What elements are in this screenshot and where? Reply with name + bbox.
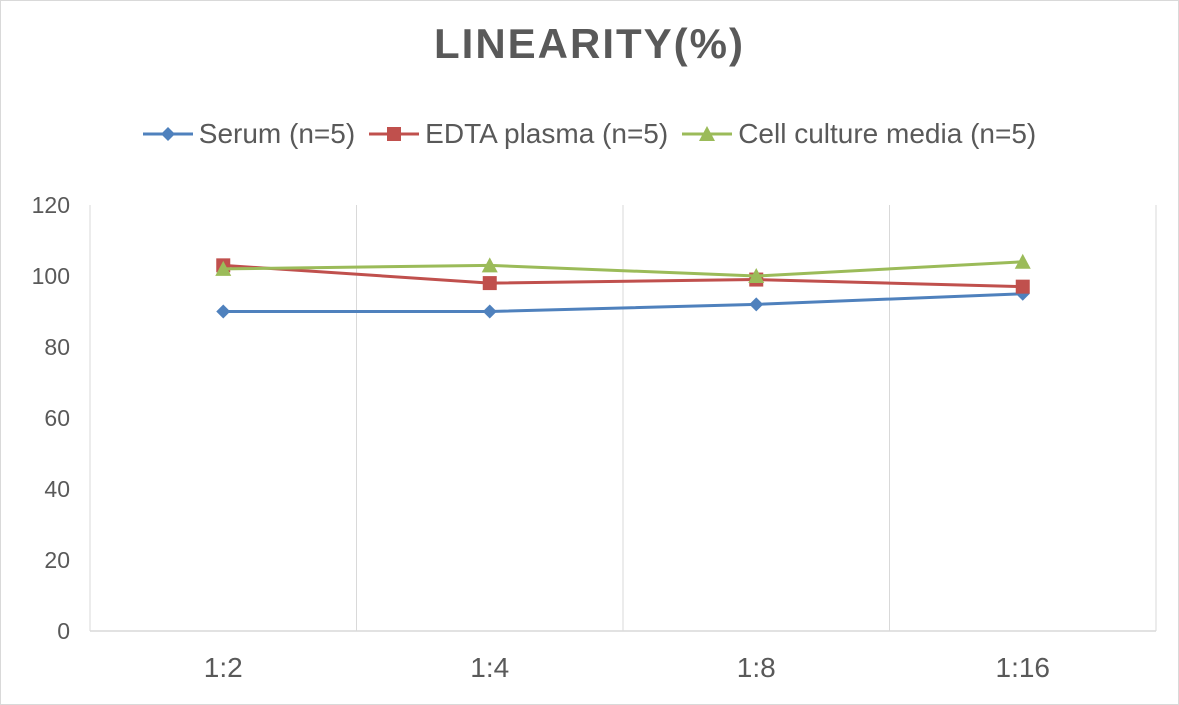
data-point-triangle — [1014, 253, 1031, 269]
y-tick-label: 120 — [32, 192, 70, 218]
series-line — [223, 260, 1023, 278]
legend-label-serum: Serum (n=5) — [198, 118, 356, 149]
series-2 — [215, 253, 1031, 283]
data-point-square — [1015, 279, 1030, 294]
data-point-triangle — [748, 268, 765, 283]
legend-swatch-serum — [142, 127, 193, 141]
legend-swatch-edta-plasma — [369, 127, 420, 141]
series-1 — [216, 258, 1030, 294]
legend: Serum (n=5) EDTA plasma (n=5) Cell cultu… — [0, 118, 1179, 150]
legend-label-edta-plasma: EDTA plasma (n=5) — [425, 118, 669, 149]
legend-label-cell-culture-media: Cell culture media (n=5) — [738, 118, 1037, 149]
y-tick-label: 60 — [44, 405, 70, 431]
data-point-diamond — [749, 297, 764, 312]
y-tick-label: 40 — [44, 476, 70, 502]
data-point-diamond — [216, 304, 231, 319]
x-tick-label: 1:16 — [996, 652, 1051, 683]
x-tick-label: 1:2 — [204, 652, 243, 683]
x-tick-label: 1:4 — [470, 652, 509, 683]
y-tick-label: 20 — [44, 547, 70, 573]
series-line — [223, 292, 1023, 313]
y-tick-label: 80 — [44, 334, 70, 360]
y-tick-label: 0 — [57, 618, 70, 644]
y-tick-label: 100 — [32, 263, 70, 289]
data-point-triangle — [481, 257, 498, 273]
legend-swatch-cell-culture-media — [682, 126, 733, 141]
legend-item-edta-plasma: EDTA plasma (n=5) — [369, 118, 668, 150]
chart-title: LINEARITY(%) — [434, 20, 745, 67]
x-tick-label: 1:8 — [737, 652, 776, 683]
series-line — [223, 263, 1023, 289]
legend-item-serum: Serum (n=5) — [142, 118, 356, 150]
data-point-square — [482, 276, 497, 291]
legend-item-cell-culture-media: Cell culture media (n=5) — [682, 118, 1036, 150]
data-point-diamond — [482, 304, 497, 319]
data-point-triangle — [215, 260, 232, 276]
